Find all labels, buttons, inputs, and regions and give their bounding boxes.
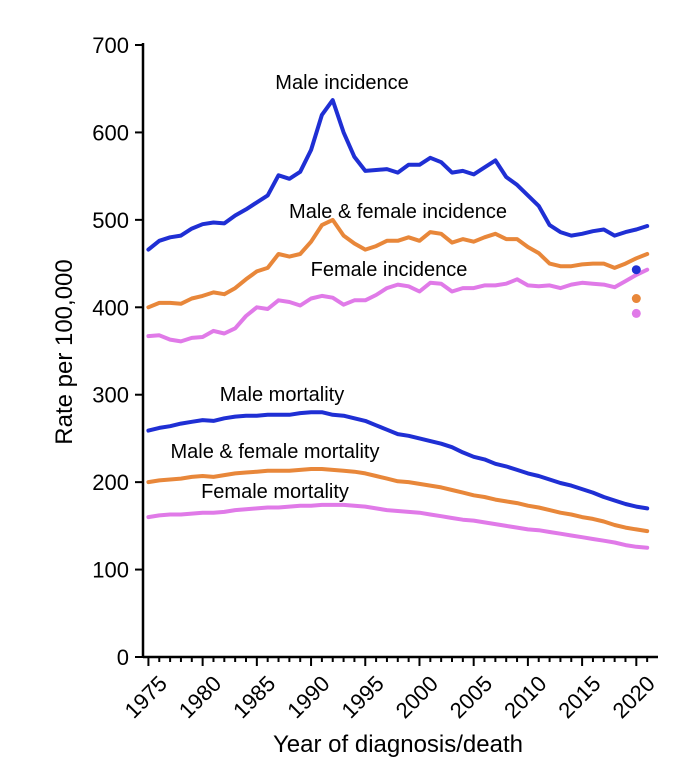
y-tick-label: 400 [92, 295, 129, 320]
x-tick-label: 2015 [553, 671, 605, 723]
series-label: Male & female mortality [171, 441, 380, 463]
series-line-male-mortality [146, 410, 650, 511]
series-label: Male & female incidence [289, 201, 507, 223]
x-axis-title: Year of diagnosis/death [273, 731, 523, 758]
series-line-male-female-mortality [146, 467, 650, 534]
series-line-female-incidence [146, 267, 650, 344]
y-tick-label: 500 [92, 208, 129, 233]
series-line-female-mortality [146, 502, 650, 550]
y-tick-label: 200 [92, 470, 129, 495]
data-point [631, 265, 641, 275]
y-tick-label: 600 [92, 120, 129, 145]
x-tick-label: 2020 [608, 671, 660, 723]
x-tick-label: 1980 [174, 671, 226, 723]
y-tick-label: 700 [92, 33, 129, 58]
series-line-male-incidence [146, 98, 650, 252]
x-tick-label: 1985 [228, 671, 280, 723]
y-tick-label: 300 [92, 383, 129, 408]
series-label: Male incidence [275, 72, 408, 94]
x-tick-label: 2005 [445, 671, 497, 723]
x-tick-label: 2010 [499, 671, 551, 723]
x-tick-label: 1990 [282, 671, 334, 723]
x-tick-label: 1995 [337, 671, 389, 723]
y-axis-title: Rate per 100,000 [51, 259, 78, 444]
data-point [631, 308, 641, 318]
data-point [631, 294, 641, 304]
y-tick-label: 100 [92, 558, 129, 583]
x-tick-label: 1975 [120, 671, 172, 723]
series-label: Female incidence [311, 259, 468, 281]
series-label: Female mortality [201, 481, 349, 503]
y-tick-label: 0 [117, 645, 129, 670]
x-tick-label: 2000 [391, 671, 443, 723]
series-label: Male mortality [220, 384, 344, 406]
series-line-male-female-incidence [146, 217, 650, 310]
